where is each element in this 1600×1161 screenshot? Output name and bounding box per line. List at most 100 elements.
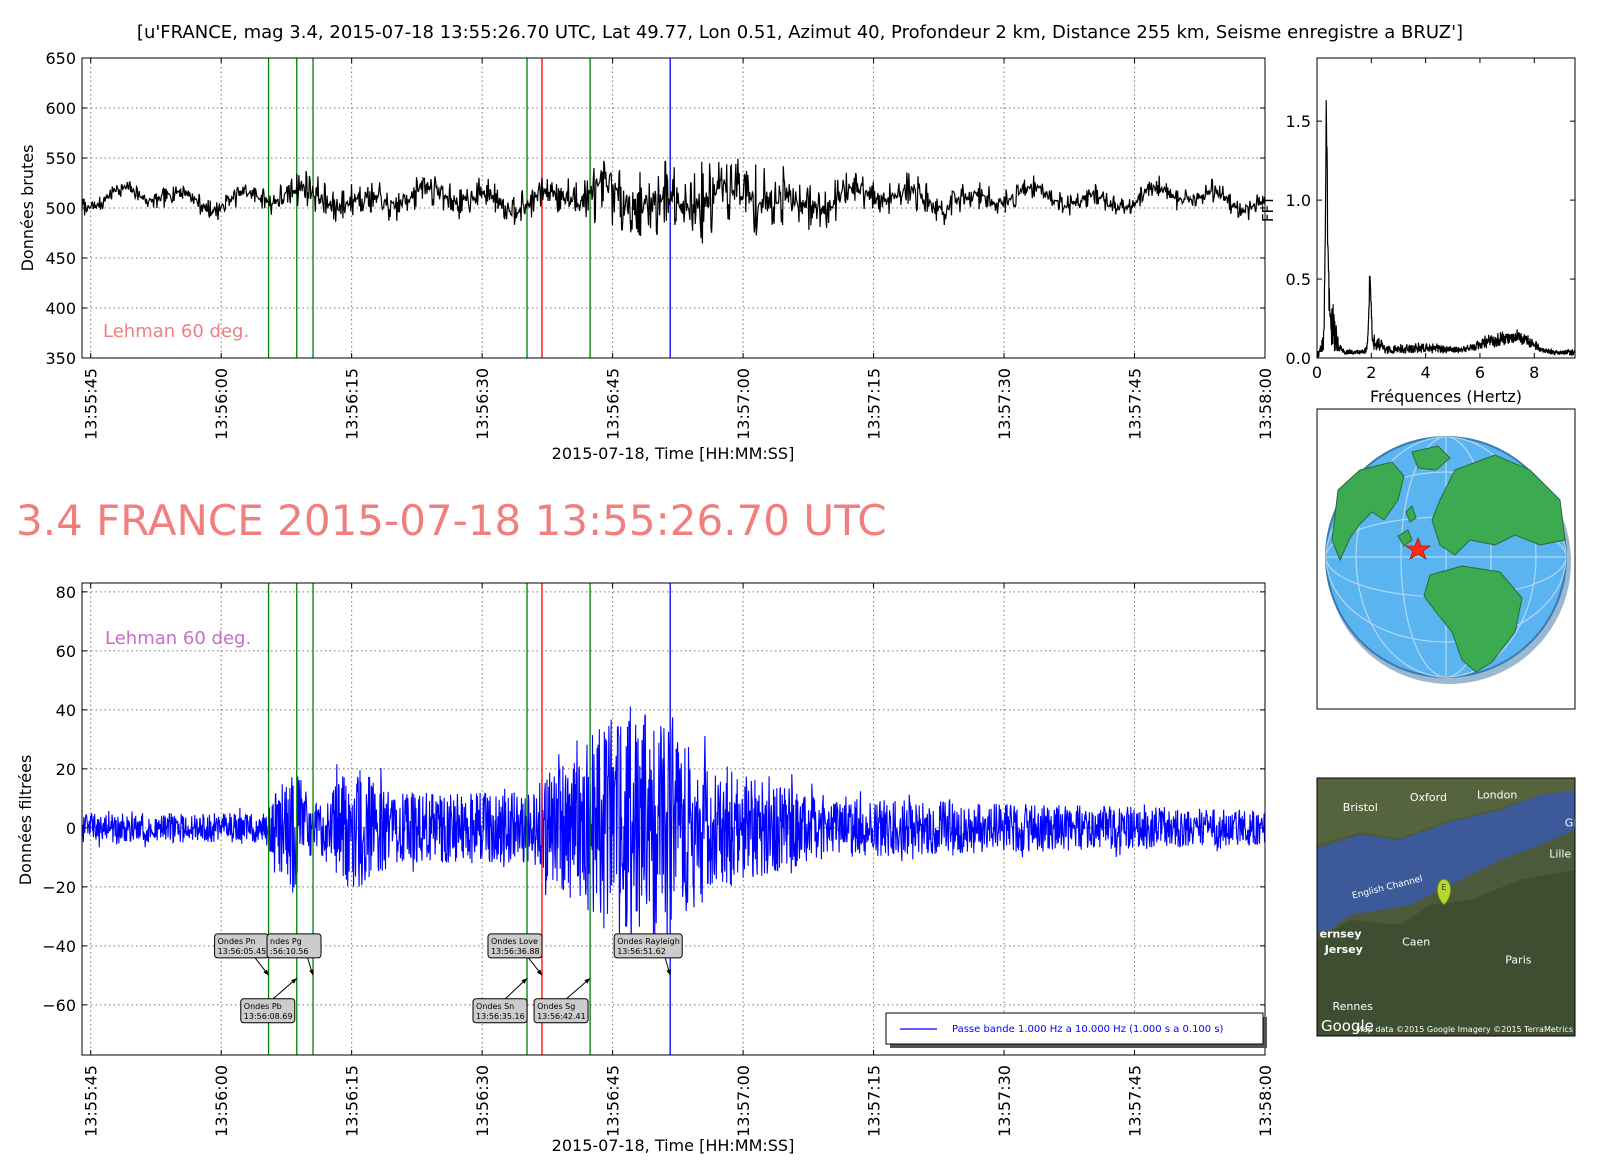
- filtered-ytick-label: 20: [56, 760, 76, 779]
- annotation-box: [487, 933, 543, 959]
- annotation-arrowhead: [291, 978, 297, 984]
- filtered-ytick-label: −20: [42, 878, 76, 897]
- filtered-wave-lines: [267, 583, 671, 1055]
- wave-annotation: ndes Pg:56:10.56: [266, 933, 322, 976]
- filtered-xtick-label: 13:57:00: [734, 1065, 753, 1137]
- filtered-lehman-annotation: Lehman 60 deg.: [105, 628, 251, 649]
- fft-ytick-label: 1.5: [1286, 112, 1311, 131]
- annotation-time: 13:56:35.16: [476, 1012, 525, 1021]
- raw-ytick-label: 350: [45, 349, 76, 368]
- globe-panel: [1316, 408, 1576, 710]
- raw-xtick-label: 13:56:00: [212, 368, 231, 440]
- annotation-time: 13:56:05.45: [218, 947, 267, 956]
- raw-ytick-label: 600: [45, 99, 76, 118]
- fft-xtick-label: 8: [1529, 363, 1539, 382]
- fft-xtick-label: 6: [1475, 363, 1485, 382]
- raw-wave-lines: [267, 58, 671, 358]
- filtered-trace-line: [81, 706, 1266, 950]
- raw-xtick-label: 13:57:45: [1126, 368, 1145, 440]
- map-place-label: Ghe: [1565, 817, 1587, 830]
- annotation-box: [266, 933, 322, 959]
- annotation-time: 13:56:42.41: [537, 1012, 586, 1021]
- filtered-xtick-label: 13:56:00: [212, 1065, 231, 1137]
- annotation-box: [533, 998, 589, 1024]
- filtered-y-axis-label: Données filtrées: [16, 755, 35, 886]
- annotation-box: [613, 933, 683, 959]
- filtered-x-ticks: 13:55:45 13:56:00 13:56:15 13:56:30 13:56:45…: [82, 583, 1275, 1137]
- annotation-arrowhead: [521, 978, 528, 984]
- raw-xtick-label: 13:56:45: [604, 368, 623, 440]
- filtered-y-ticks: −60 −40 −20 0 20 40 60 80: [42, 583, 1265, 1015]
- annotation-label: Ondes Sg: [537, 1002, 575, 1011]
- raw-xtick-label: 13:57:00: [734, 368, 753, 440]
- map-google-logo: Google: [1321, 1017, 1374, 1035]
- event-title: 3.4 FRANCE 2015-07-18 13:55:26.70 UTC: [16, 496, 887, 545]
- filtered-xtick-label: 13:57:45: [1126, 1065, 1145, 1137]
- filtered-xtick-label: 13:57:15: [865, 1065, 884, 1137]
- map-place-label: ernsey: [1320, 928, 1362, 941]
- raw-grid: [82, 57, 1266, 359]
- annotation-label: Ondes Pb: [244, 1002, 282, 1011]
- filtered-legend: Passe bande 1.000 Hz a 10.000 Hz (1.000 …: [885, 1012, 1267, 1048]
- header-title: [u'FRANCE, mag 3.4, 2015-07-18 13:55:26.…: [137, 22, 1463, 43]
- raw-xtick-label: 13:58:00: [1256, 368, 1275, 440]
- annotation-time: :56:10.56: [270, 947, 308, 956]
- raw-x-axis-label: 2015-07-18, Time [HH:MM:SS]: [552, 444, 795, 463]
- map-land-north: [1317, 778, 1575, 845]
- filtered-xtick-label: 13:56:45: [604, 1065, 623, 1137]
- raw-plot-frame: [81, 57, 1266, 359]
- raw-xtick-label: 13:55:45: [82, 368, 101, 440]
- annotation-label: Ondes Love: [491, 937, 538, 946]
- annotation-label: Ondes Pn: [218, 937, 256, 946]
- map-sea: [1317, 790, 1575, 932]
- map-marker-pin-icon: E: [1436, 878, 1452, 906]
- raw-ytick-label: 450: [45, 249, 76, 268]
- fft-plot: 0.0 0.5 1.0 1.5 0 2 4 6 8 Fréquences (Hertz) FF…: [1259, 57, 1576, 406]
- raw-y-ticks: 350 400 450 500 550 600 650: [45, 49, 1265, 368]
- map-place-label: Rennes: [1333, 1000, 1374, 1013]
- fft-plot-frame: [1316, 57, 1576, 359]
- fft-xtick-label: 2: [1366, 363, 1376, 382]
- raw-x-ticks: 13:55:45 13:56:00 13:56:15 13:56:30 13:56:45…: [82, 58, 1275, 440]
- map-place-label: Jersey: [1324, 943, 1363, 956]
- filtered-ytick-label: −60: [42, 996, 76, 1015]
- map-place-label: Bristol: [1343, 801, 1378, 814]
- filtered-ytick-label: 0: [66, 819, 76, 838]
- filtered-xtick-label: 13:55:45: [82, 1065, 101, 1137]
- annotation-box: [472, 998, 528, 1024]
- annotation-arrowhead: [309, 969, 314, 976]
- legend-label: Passe bande 1.000 Hz a 10.000 Hz (1.000 …: [952, 1024, 1224, 1035]
- fft-ytick-label: 0.0: [1286, 349, 1311, 368]
- filtered-ytick-label: 40: [56, 701, 76, 720]
- filtered-xtick-label: 13:57:30: [995, 1065, 1014, 1137]
- annotation-arrowhead: [263, 969, 269, 976]
- raw-ytick-label: 650: [45, 49, 76, 68]
- raw-y-axis-label: Données brutes: [18, 145, 37, 272]
- annotation-time: 13:56:51.62: [617, 947, 666, 956]
- fft-x-axis-label: Fréquences (Hertz): [1370, 387, 1522, 406]
- annotation-arrowhead: [666, 969, 671, 976]
- filtered-xtick-label: 13:56:15: [343, 1065, 362, 1137]
- filtered-plot-frame: [81, 582, 1266, 1056]
- annotation-label: Ondes Rayleigh: [617, 937, 680, 946]
- raw-ytick-label: 500: [45, 199, 76, 218]
- fft-xtick-label: 0: [1312, 363, 1322, 382]
- raw-ytick-label: 550: [45, 149, 76, 168]
- epicenter-star-icon: [1405, 537, 1431, 560]
- fft-ytick-label: 1.0: [1286, 191, 1311, 210]
- filtered-xtick-label: 13:56:30: [473, 1065, 492, 1137]
- filtered-ytick-label: −40: [42, 937, 76, 956]
- map-place-label: Lille: [1549, 848, 1571, 861]
- map-credit: Map data ©2015 Google Imagery ©2015 Terr…: [1356, 1025, 1573, 1034]
